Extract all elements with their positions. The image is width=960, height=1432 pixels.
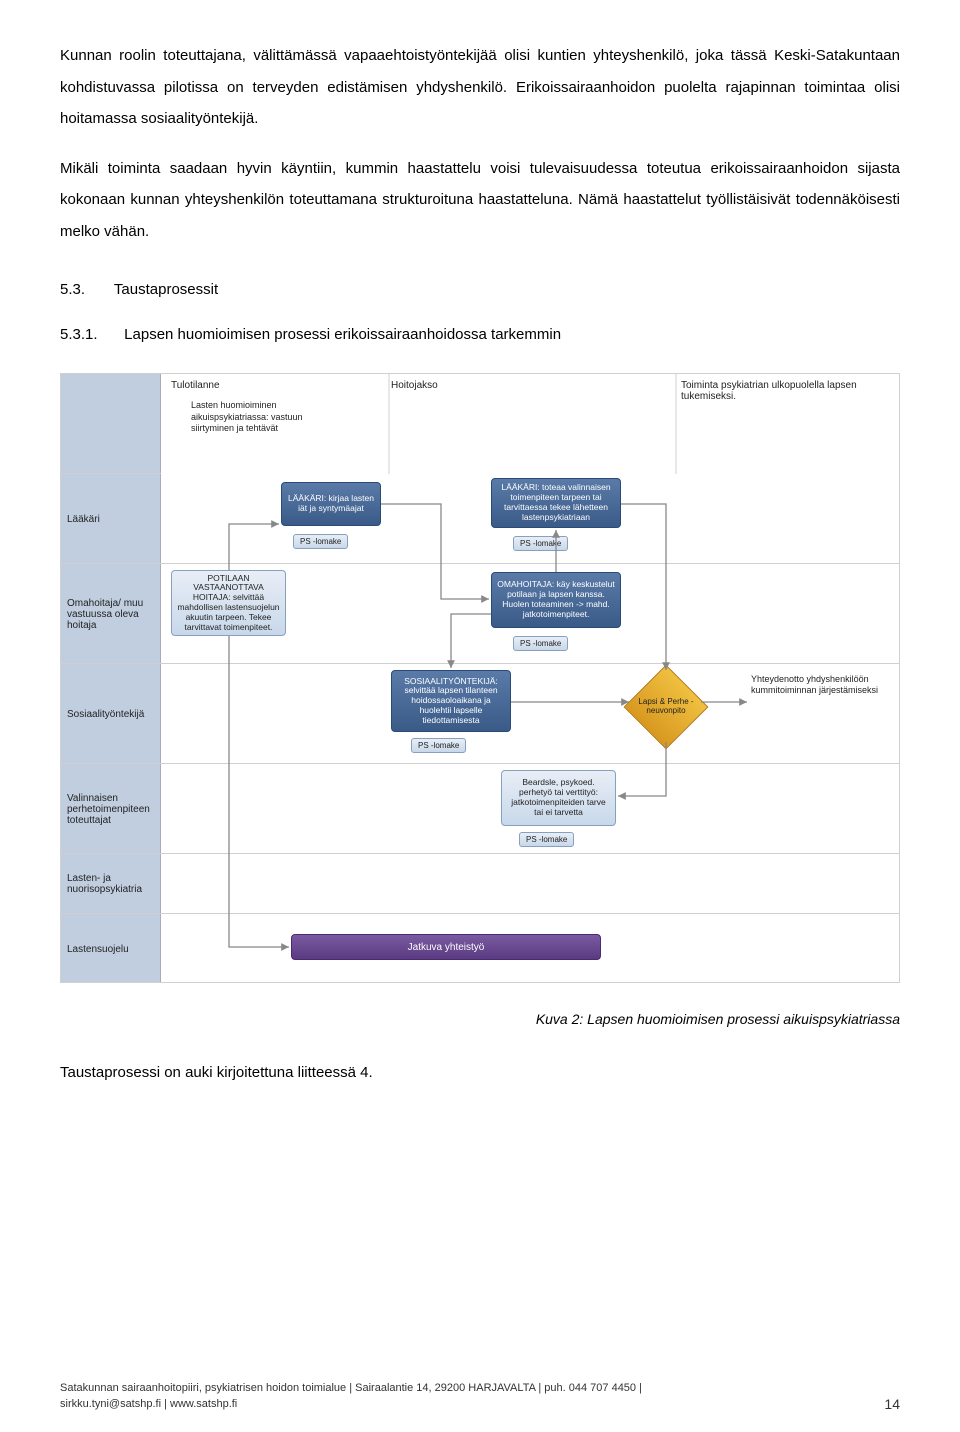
lane-label-omahoitaja: Omahoitaja/ muu vastuussa oleva hoitaja: [61, 564, 161, 664]
node-yhteydenotto: Yhteydenotto yhdyshenkilöön kummitoiminn…: [751, 674, 891, 696]
node-omahoitaja2: OMAHOITAJA: käy keskustelut potilaan ja …: [491, 572, 621, 628]
subsection-heading: 5.3.1. Lapsen huomioimisen prosessi erik…: [60, 326, 900, 343]
section-heading: 5.3. Taustaprosessit: [60, 281, 900, 298]
ps-tag: PS -lomake: [513, 536, 568, 551]
ps-tag: PS -lomake: [519, 832, 574, 847]
lane-label-laakari: Lääkäri: [61, 474, 161, 564]
diamond-neuvonpito: Lapsi & Perhe -neuvonpito: [631, 672, 701, 742]
lane-label-valinnaisen: Valinnaisen perhetoimenpiteen toteuttaja…: [61, 764, 161, 854]
lane-label-sosiaali: Sosiaalityöntekijä: [61, 664, 161, 764]
ps-tag: PS -lomake: [293, 534, 348, 549]
ps-tag: PS -lomake: [513, 636, 568, 651]
section-title: Taustaprosessit: [114, 281, 218, 298]
node-sosiaali: SOSIAALITYÖNTEKIJÄ: selvittää lapsen til…: [391, 670, 511, 732]
lane-label-lastensuojelu: Lastensuojelu: [61, 914, 161, 984]
page-footer: Satakunnan sairaanhoitopiiri, psykiatris…: [60, 1381, 900, 1412]
node-beardsle: Beardsle, psykoed. perhetyö tai verttity…: [501, 770, 616, 826]
bar-jatkuva: Jatkuva yhteistyö: [291, 934, 601, 960]
section-num: 5.3.: [60, 281, 110, 298]
subsection-num: 5.3.1.: [60, 326, 120, 343]
lane-row: [61, 474, 899, 564]
node-omahoitaja1: POTILAAN VASTAANOTTAVA HOITAJA: selvittä…: [171, 570, 286, 636]
paragraph-2: Mikäli toiminta saadaan hyvin käyntiin, …: [60, 153, 900, 248]
paragraph-1: Kunnan roolin toteuttajana, välittämässä…: [60, 40, 900, 135]
subsection-title: Lapsen huomioimisen prosessi erikoissair…: [124, 326, 561, 343]
phase-ulko: Toiminta psykiatrian ulkopuolella lapsen…: [681, 380, 891, 402]
ps-tag: PS -lomake: [411, 738, 466, 753]
page-number: 14: [884, 1396, 900, 1412]
lane-row: [61, 764, 899, 854]
paragraph-3: Taustaprosessi on auki kirjoitettuna lii…: [60, 1057, 900, 1089]
figure-caption: Kuva 2: Lapsen huomioimisen prosessi aik…: [60, 1011, 900, 1027]
flowchart-subtitle: Lasten huomioiminen aikuispsykiatriassa:…: [191, 400, 341, 435]
phase-tulo: Tulotilanne: [171, 380, 220, 391]
lane-label-lasten: Lasten- ja nuorisopsykiatria: [61, 854, 161, 914]
node-laakari1: LÄÄKÄRI: kirjaa lasten iät ja syntymäaja…: [281, 482, 381, 526]
flowchart: Tulotilanne Hoitojakso Toiminta psykiatr…: [60, 373, 900, 983]
lane-row: [61, 854, 899, 914]
node-laakari2: LÄÄKÄRI: toteaa valinnaisen toimenpiteen…: [491, 478, 621, 528]
footer-line2: sirkku.tyni@satshp.fi | www.satshp.fi: [60, 1398, 237, 1410]
footer-line1: Satakunnan sairaanhoitopiiri, psykiatris…: [60, 1382, 642, 1394]
phase-hoito: Hoitojakso: [391, 380, 438, 391]
footer-text: Satakunnan sairaanhoitopiiri, psykiatris…: [60, 1381, 642, 1412]
diamond-text: Lapsi & Perhe -neuvonpito: [631, 672, 701, 742]
